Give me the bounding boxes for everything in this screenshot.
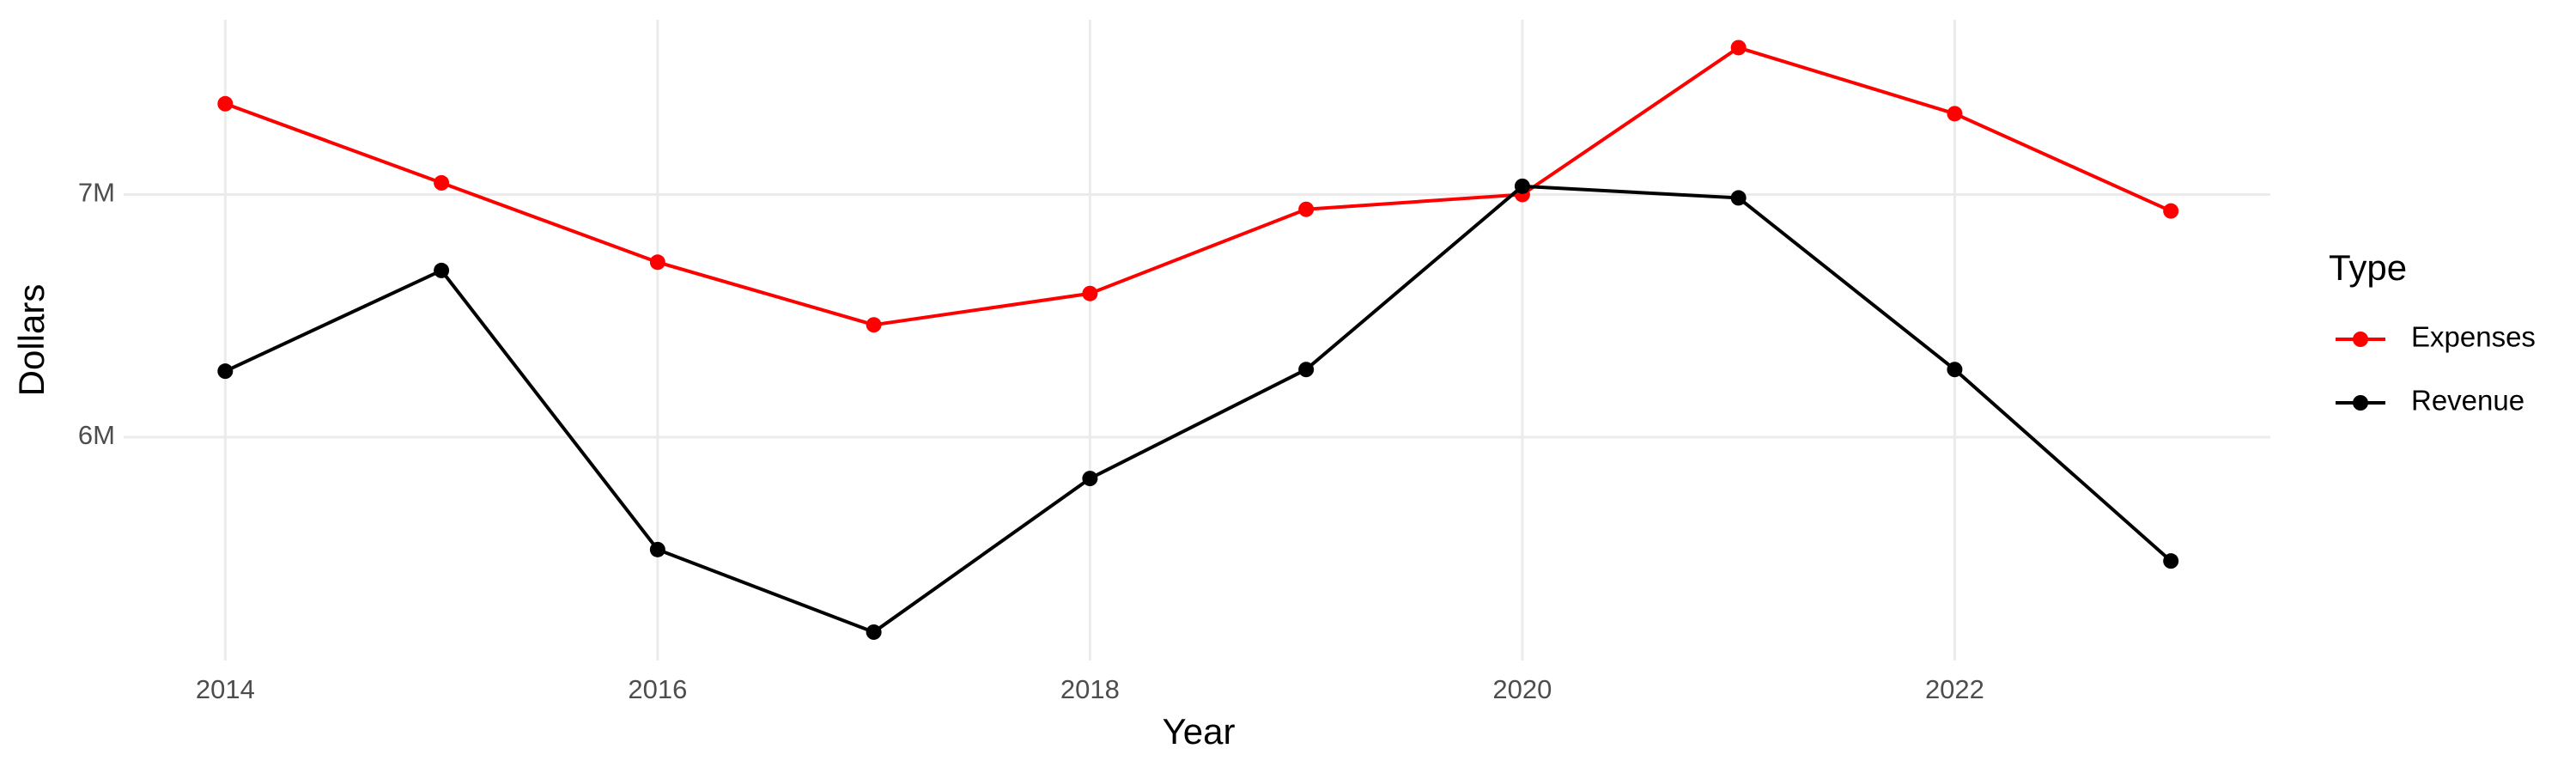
x-tick-label: 2020	[1492, 674, 1552, 704]
x-tick-label: 2016	[628, 674, 687, 704]
y-axis-title: Dollars	[11, 284, 52, 397]
y-tick-label: 6M	[78, 420, 115, 450]
point	[866, 624, 882, 640]
point	[649, 541, 665, 557]
legend-title: Type	[2329, 247, 2407, 288]
point	[1514, 178, 1530, 194]
point	[217, 95, 234, 112]
legend-key-point	[2353, 332, 2368, 347]
y-tick-label: 7M	[78, 178, 115, 208]
x-axis-title: Year	[1163, 711, 1236, 752]
point	[1298, 201, 1315, 217]
x-tick-label: 2022	[1925, 674, 1984, 704]
point	[2163, 553, 2179, 569]
point	[434, 262, 450, 278]
legend-label: Revenue	[2411, 385, 2524, 417]
point	[649, 254, 665, 271]
point	[434, 174, 450, 191]
legend-key-point	[2353, 395, 2368, 411]
point	[2163, 203, 2179, 219]
x-tick-label: 2018	[1060, 674, 1120, 704]
point	[1082, 285, 1098, 301]
point	[1730, 40, 1747, 56]
point	[1730, 190, 1747, 206]
point	[1947, 106, 1963, 122]
point	[217, 363, 234, 380]
legend-label: Expenses	[2411, 321, 2536, 353]
series-line	[224, 184, 2172, 635]
point	[866, 317, 882, 333]
point	[1298, 362, 1315, 378]
x-tick-label: 2014	[196, 674, 255, 704]
point	[1947, 362, 1963, 378]
series-line	[224, 46, 2172, 327]
point	[1082, 471, 1098, 487]
